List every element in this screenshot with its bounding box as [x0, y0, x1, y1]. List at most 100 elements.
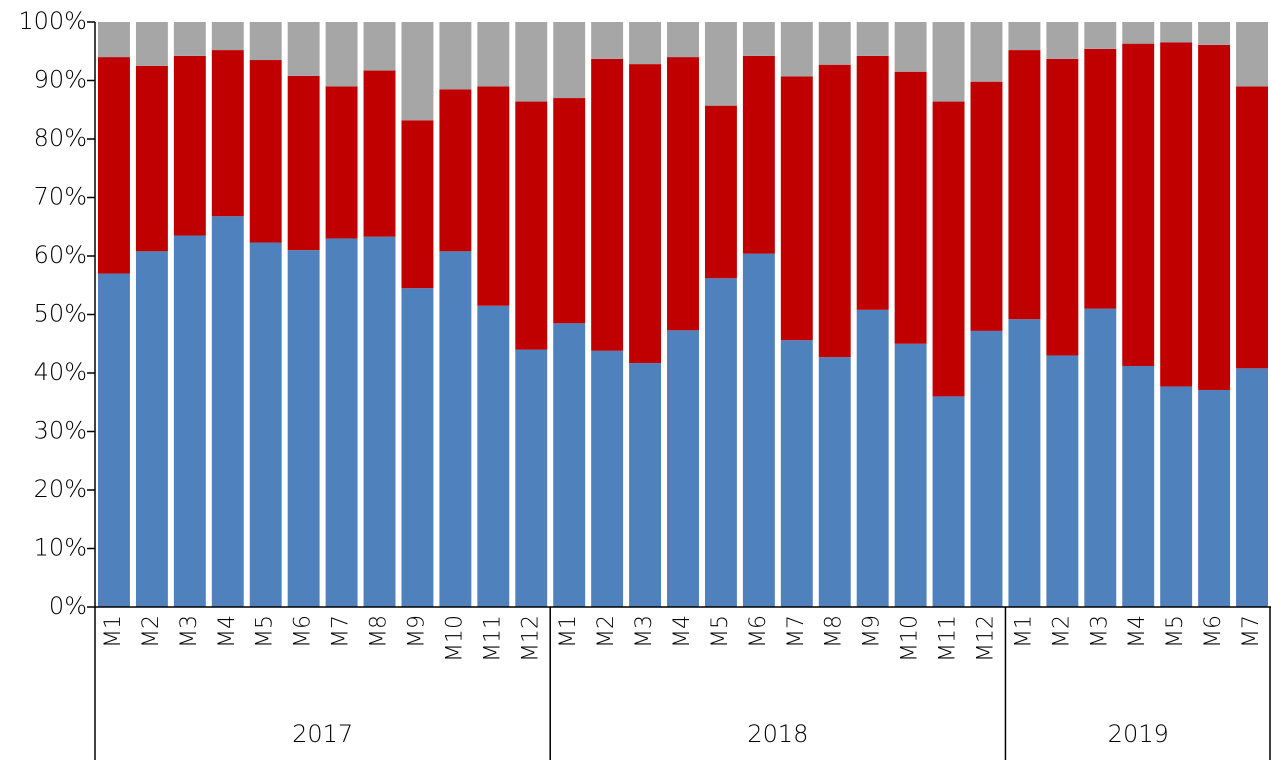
x-tick-label: M5 [253, 615, 278, 648]
x-tick-label: M11 [480, 615, 505, 662]
bar-segment [667, 57, 699, 331]
x-tick-label: M6 [746, 615, 771, 648]
bar-segment [477, 305, 510, 607]
bar-segment [325, 22, 358, 87]
bar-segment [591, 350, 624, 607]
x-tick-label: M2 [1049, 615, 1074, 648]
bar-segment [135, 251, 168, 607]
bar-segment [325, 238, 358, 607]
bar-segment [439, 251, 472, 607]
x-tick-label: M6 [291, 615, 316, 648]
x-tick-label: M9 [404, 615, 429, 648]
x-tick-label: M8 [822, 615, 847, 648]
bar-segment [667, 22, 699, 58]
bar-segment [1008, 22, 1041, 51]
bar-segment [553, 98, 586, 324]
bar-segment [401, 22, 434, 121]
bar-segment [970, 330, 1003, 607]
bar-segment [818, 22, 851, 65]
bar-segment [856, 22, 889, 56]
x-tick-label: M12 [973, 615, 998, 662]
bar-segment [1160, 22, 1193, 43]
bar-segment [856, 309, 889, 607]
x-tick-label: M5 [708, 615, 733, 648]
bar-segment [515, 22, 548, 102]
bar-segment [1236, 22, 1268, 87]
bar-segment [477, 86, 510, 306]
bar-segment [591, 22, 624, 59]
y-tick-label: 30% [34, 417, 87, 445]
bar-segment [1198, 44, 1231, 390]
y-tick-label: 10% [34, 534, 87, 562]
bar-segment [439, 22, 472, 90]
bar-segment [1198, 389, 1231, 607]
x-tick-label: M3 [177, 615, 202, 648]
bar-segment [515, 101, 548, 350]
bar-segment [1008, 50, 1041, 320]
bar-segment [287, 75, 320, 251]
bar-segment [325, 86, 358, 239]
y-tick-label: 50% [34, 300, 87, 328]
bar-segment [287, 22, 320, 76]
x-tick-label: M9 [860, 615, 885, 648]
bar-segment [211, 22, 244, 51]
x-tick-label: M2 [594, 615, 619, 648]
bar-segment [932, 396, 965, 607]
bar-segment [249, 60, 282, 243]
bar-segment [1122, 43, 1155, 366]
bar-segment [173, 22, 206, 56]
bar-segment [98, 57, 130, 274]
bar-segment [970, 22, 1003, 82]
bar-segment [515, 349, 548, 607]
bar-segment [818, 357, 851, 607]
bar-segment [667, 330, 699, 607]
x-tick-label: M7 [784, 615, 809, 648]
bar-segment [1046, 355, 1079, 607]
bar-segment [1198, 22, 1231, 45]
bar-segment [742, 253, 775, 607]
bar-segment [1084, 308, 1117, 607]
bar-segment [780, 76, 813, 341]
bar-segment [1008, 319, 1041, 607]
bar-segment [629, 363, 662, 607]
bar-segment [211, 216, 244, 607]
x-tick-label: M10 [442, 615, 467, 662]
y-tick-label: 60% [34, 241, 87, 269]
bar-segment [173, 55, 206, 236]
y-tick-label: 40% [34, 358, 87, 386]
x-tick-label: M7 [1239, 615, 1264, 648]
x-tick-label: M3 [1087, 615, 1112, 648]
bar-segment [211, 50, 244, 217]
group-label: 2017 [292, 720, 353, 748]
x-tick-label: M1 [101, 615, 126, 648]
bar-segment [401, 288, 434, 607]
group-label: 2019 [1108, 720, 1169, 748]
bar-segment [98, 273, 130, 607]
bar-segment [363, 236, 396, 607]
bar-segment [629, 22, 662, 65]
bar-segment [249, 242, 282, 608]
bar-segment [249, 22, 282, 61]
bar-segment [894, 71, 927, 344]
bar-segment [970, 81, 1003, 331]
bar-segment [818, 64, 851, 358]
bar-segment [1160, 386, 1193, 607]
x-tick-label: M4 [215, 615, 240, 648]
bar-segment [704, 22, 737, 106]
bar-segment [477, 22, 510, 87]
bar-segment [553, 22, 586, 99]
bar-segment [856, 55, 889, 310]
bar-segment [135, 22, 168, 66]
y-tick-label: 20% [34, 475, 87, 503]
bar-segment [439, 89, 472, 252]
x-tick-label: M1 [556, 615, 581, 648]
bar-segment [1236, 368, 1268, 607]
bar-segment [894, 343, 927, 607]
y-tick-label: 100% [18, 7, 87, 35]
bar-segment [780, 340, 813, 607]
x-tick-label: M4 [670, 615, 695, 648]
bar-segment [1084, 48, 1117, 309]
y-tick-label: 80% [34, 124, 87, 152]
bar-segment [1122, 365, 1155, 607]
